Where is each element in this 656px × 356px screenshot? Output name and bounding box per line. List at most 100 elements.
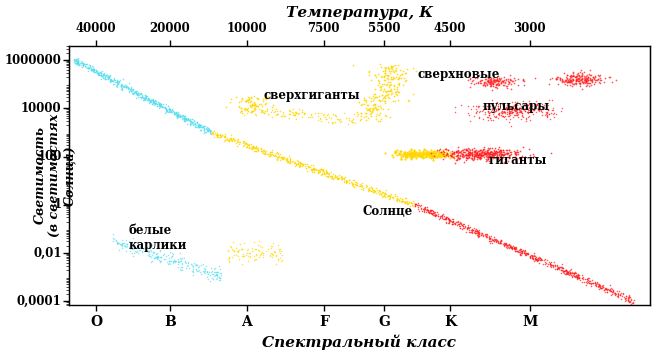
Point — [448, 150, 459, 156]
Point — [244, 144, 255, 150]
Point — [447, 217, 457, 222]
Point — [313, 117, 323, 123]
Point — [583, 74, 593, 79]
Point — [250, 111, 260, 117]
Point — [565, 78, 575, 83]
Point — [324, 114, 335, 119]
Point — [514, 105, 524, 111]
Point — [170, 259, 180, 265]
Point — [469, 153, 480, 159]
Point — [452, 152, 462, 158]
Point — [72, 56, 82, 62]
Point — [557, 265, 567, 271]
Point — [516, 155, 527, 160]
Point — [520, 155, 530, 160]
Point — [350, 182, 360, 187]
Point — [504, 111, 514, 116]
Point — [405, 152, 415, 158]
Point — [502, 150, 512, 156]
Point — [340, 179, 351, 185]
Y-axis label: Светимость
(в светимостях
Солнца): Светимость (в светимостях Солнца) — [34, 114, 77, 237]
Point — [485, 76, 496, 82]
Point — [381, 112, 392, 118]
Point — [279, 155, 289, 160]
Point — [315, 167, 325, 172]
Point — [202, 276, 213, 282]
Point — [527, 103, 538, 109]
Point — [381, 75, 392, 80]
Point — [106, 77, 116, 83]
Point — [328, 175, 338, 181]
Point — [405, 150, 416, 156]
Point — [224, 254, 234, 260]
Point — [537, 112, 547, 117]
Point — [505, 110, 516, 116]
Point — [609, 290, 620, 296]
Point — [447, 151, 457, 157]
Point — [424, 209, 434, 215]
Point — [571, 76, 581, 82]
Point — [188, 264, 198, 269]
Point — [108, 75, 119, 81]
Point — [379, 86, 389, 91]
Point — [426, 150, 436, 156]
Point — [497, 107, 508, 112]
Point — [377, 74, 387, 80]
Point — [92, 71, 103, 77]
Point — [314, 115, 325, 121]
Point — [391, 193, 401, 199]
Point — [464, 151, 475, 157]
Point — [511, 244, 522, 250]
Point — [150, 98, 160, 103]
Point — [491, 77, 501, 83]
Point — [340, 174, 350, 180]
Point — [366, 113, 377, 119]
Point — [607, 287, 618, 293]
Point — [568, 77, 579, 83]
Point — [202, 125, 213, 131]
Point — [200, 267, 211, 272]
Point — [406, 149, 417, 155]
Point — [80, 61, 91, 67]
Point — [148, 98, 158, 104]
Point — [484, 84, 495, 89]
Point — [75, 60, 85, 66]
Point — [98, 71, 108, 77]
Point — [136, 90, 146, 96]
Point — [487, 240, 497, 246]
Point — [264, 153, 274, 159]
Point — [164, 106, 174, 111]
Point — [466, 230, 477, 236]
Point — [579, 75, 590, 81]
Point — [434, 155, 445, 160]
Point — [419, 154, 429, 160]
Point — [452, 150, 462, 155]
Point — [476, 155, 487, 161]
Point — [408, 152, 419, 158]
Point — [123, 85, 133, 91]
Point — [522, 105, 532, 111]
Point — [608, 289, 619, 295]
Point — [211, 132, 222, 138]
Point — [374, 97, 384, 103]
Point — [513, 82, 523, 88]
Point — [459, 153, 470, 159]
Point — [601, 287, 611, 292]
Point — [567, 274, 577, 279]
Point — [530, 75, 541, 80]
Point — [428, 152, 438, 158]
Point — [78, 61, 89, 67]
Point — [489, 238, 499, 244]
Point — [487, 155, 498, 161]
Point — [400, 154, 411, 159]
Point — [312, 167, 323, 172]
Point — [92, 68, 102, 74]
Point — [590, 280, 600, 286]
Point — [571, 79, 581, 84]
Point — [69, 59, 79, 64]
Point — [125, 86, 136, 91]
Point — [478, 153, 489, 158]
Point — [466, 147, 477, 153]
Point — [122, 83, 133, 89]
Point — [537, 106, 548, 112]
